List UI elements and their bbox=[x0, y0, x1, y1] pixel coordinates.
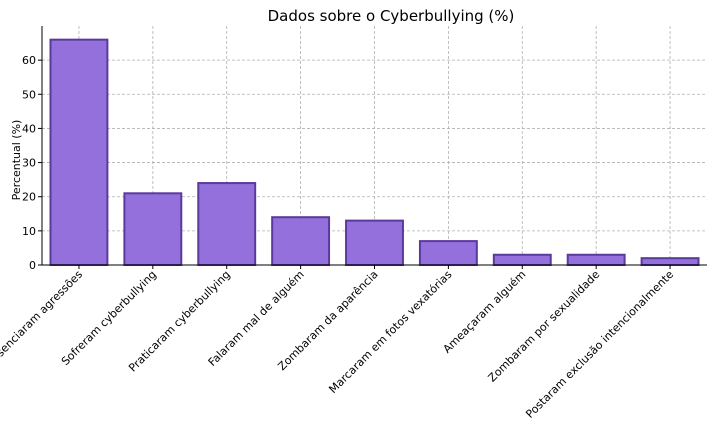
axes bbox=[38, 26, 707, 269]
bars bbox=[49, 38, 700, 267]
bar bbox=[49, 38, 109, 266]
x-tick-label: Ameaçaram alguém bbox=[441, 268, 529, 356]
y-tick-label: 40 bbox=[22, 122, 36, 135]
y-tick-label: 30 bbox=[22, 157, 36, 170]
bar bbox=[197, 182, 257, 266]
y-tick-label: 0 bbox=[29, 259, 36, 272]
bar bbox=[566, 253, 626, 266]
bar bbox=[640, 257, 700, 266]
y-tick-label: 50 bbox=[22, 88, 36, 101]
x-tick-label: Marcaram em fotos vexatórias bbox=[326, 268, 454, 396]
y-tick-label: 60 bbox=[22, 54, 36, 67]
bar bbox=[492, 253, 552, 266]
bar bbox=[271, 216, 331, 266]
bar bbox=[418, 240, 478, 267]
x-tick-label: Postaram exclusão intencionalmente bbox=[523, 268, 676, 421]
y-tick-labels: 0 10 20 30 40 50 60 bbox=[22, 54, 36, 272]
y-tick-label: 10 bbox=[22, 225, 36, 238]
chart-title: Dados sobre o Cyberbullying (%) bbox=[268, 7, 515, 25]
y-axis-label: Percentual (%) bbox=[10, 120, 23, 201]
bar bbox=[345, 219, 404, 267]
y-tick-label: 20 bbox=[22, 191, 36, 204]
bar bbox=[123, 192, 183, 266]
